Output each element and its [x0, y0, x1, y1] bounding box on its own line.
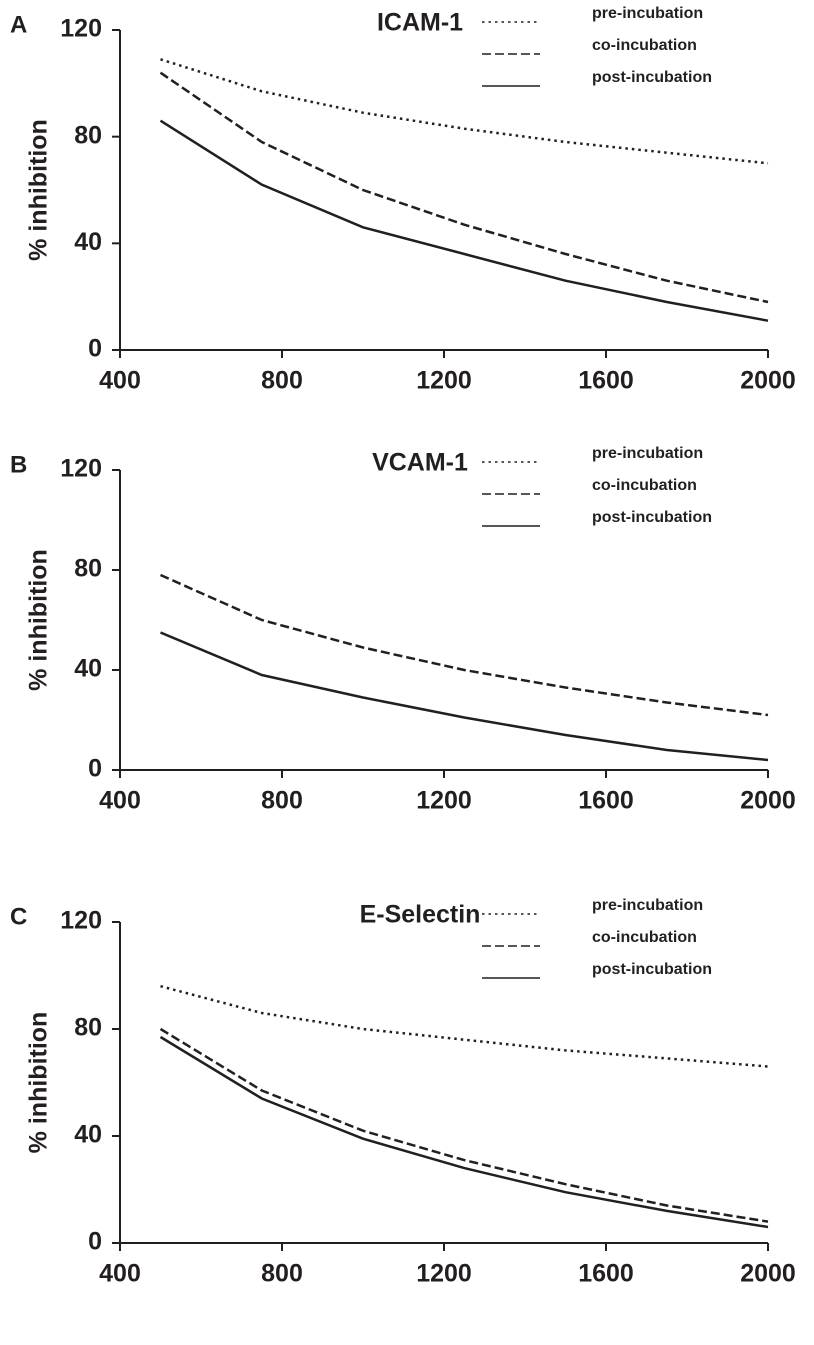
series-line	[160, 58, 769, 165]
x-tick-label: 2000	[740, 1260, 796, 1288]
series-line	[159, 71, 769, 304]
x-tick-label: 1200	[416, 367, 472, 395]
y-tick-label: 0	[88, 335, 102, 363]
y-tick-label: 0	[88, 1228, 102, 1256]
y-tick-label: 40	[74, 228, 102, 256]
legend-label: co-incubation	[592, 929, 697, 946]
x-tick-label: 800	[261, 787, 303, 815]
panel-label: B	[10, 451, 27, 478]
legend-label: co-incubation	[592, 37, 697, 54]
y-tick-label: 40	[74, 655, 102, 683]
y-tick-label: 40	[74, 1121, 102, 1149]
series-line	[160, 984, 769, 1068]
legend-label: post-incubation	[592, 69, 712, 86]
legend-label: post-incubation	[592, 509, 712, 526]
x-tick-label: 1200	[416, 1260, 472, 1288]
y-tick-label: 120	[60, 455, 102, 483]
series-line	[160, 631, 769, 762]
y-axis-label: % inhibition	[25, 1012, 53, 1154]
legend-label: pre-incubation	[592, 5, 703, 22]
x-tick-label: 1600	[578, 1260, 634, 1288]
y-tick-label: 120	[60, 15, 102, 43]
series-line	[159, 1027, 769, 1223]
x-tick-label: 1600	[578, 787, 634, 815]
x-tick-label: 2000	[740, 787, 796, 815]
y-tick-label: 80	[74, 1014, 102, 1042]
chart-title: E-Selectin	[360, 901, 481, 929]
series-line	[159, 1035, 769, 1229]
x-tick-label: 400	[99, 367, 141, 395]
x-tick-label: 1600	[578, 367, 634, 395]
x-tick-label: 2000	[740, 367, 796, 395]
panel-label: C	[10, 903, 27, 930]
y-tick-label: 80	[74, 121, 102, 149]
y-tick-label: 80	[74, 555, 102, 583]
series-line	[159, 573, 769, 717]
y-tick-label: 0	[88, 755, 102, 783]
legend-label: co-incubation	[592, 477, 697, 494]
x-tick-label: 800	[261, 367, 303, 395]
y-axis-label: % inhibition	[25, 549, 53, 691]
y-axis-label: % inhibition	[25, 119, 53, 261]
x-tick-label: 400	[99, 1260, 141, 1288]
series-line	[159, 119, 769, 322]
y-tick-label: 120	[60, 907, 102, 935]
legend-label: post-incubation	[592, 961, 712, 978]
x-tick-label: 800	[261, 1260, 303, 1288]
legend-label: pre-incubation	[592, 445, 703, 462]
x-tick-label: 400	[99, 787, 141, 815]
chart-title: ICAM-1	[377, 9, 463, 37]
panel-label: A	[10, 11, 27, 38]
chart-title: VCAM-1	[372, 449, 468, 477]
legend-label: pre-incubation	[592, 897, 703, 914]
x-tick-label: 1200	[416, 787, 472, 815]
